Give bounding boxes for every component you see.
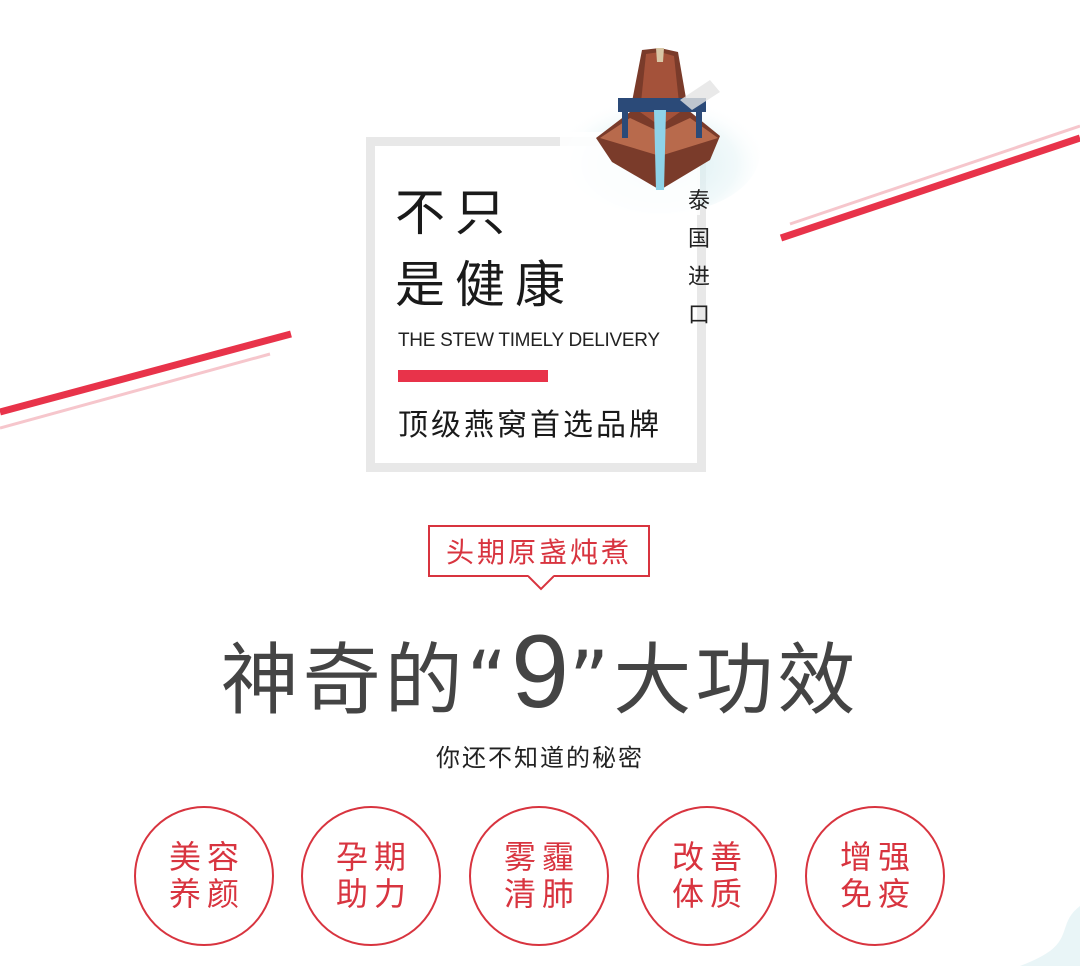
main-title-suffix: ”大功效: [568, 636, 860, 726]
benefit-circle: 美容 养颜: [134, 806, 274, 946]
benefit-line-2: 清肺: [503, 875, 580, 913]
left-pink-stripe: [0, 352, 271, 430]
left-red-stripe: [0, 330, 292, 416]
callout-box: 头期原盏炖煮: [428, 525, 650, 577]
right-red-stripe: [779, 134, 1080, 242]
title-frame: [366, 137, 706, 472]
benefit-line-1: 孕期: [335, 838, 412, 877]
benefit-line-1: 改善: [671, 838, 748, 877]
right-pink-stripe: [789, 124, 1080, 226]
benefit-line-1: 雾霾: [503, 838, 580, 877]
benefit-line-2: 助力: [335, 875, 412, 913]
origin-tag-vertical: 泰国进口: [687, 189, 710, 328]
benefit-list: 美容 养颜 孕期 助力 雾霾 清肺 改善 体质 增强 免疫: [0, 806, 1080, 946]
water-splash-decoration: [1020, 906, 1080, 966]
headline-line-1: 不只: [395, 184, 515, 242]
accent-bar: [398, 370, 548, 382]
benefit-line-2: 养颜: [168, 875, 245, 913]
benefit-circle: 孕期 助力: [301, 806, 441, 946]
benefit-line-2: 体质: [671, 875, 748, 913]
english-subtitle: THE STEW TIMELY DELIVERY: [398, 330, 660, 351]
benefit-circle: 雾霾 清肺: [469, 806, 609, 946]
benefit-circle: 改善 体质: [637, 806, 777, 946]
main-title-number: 9: [511, 614, 569, 730]
benefit-line-1: 美容: [168, 838, 245, 877]
main-title-prefix: 神奇的“: [220, 636, 512, 726]
brand-tagline: 顶级燕窝首选品牌: [398, 408, 662, 443]
longtail-boat-illustration: [560, 48, 760, 215]
benefit-circle: 增强 免疫: [805, 806, 945, 946]
secret-subtitle: 你还不知道的秘密: [436, 744, 644, 772]
benefit-line-2: 免疫: [839, 875, 916, 913]
benefit-line-1: 增强: [839, 838, 916, 877]
speech-tail-icon: [528, 575, 554, 591]
headline-line-2: 是健康: [395, 256, 575, 314]
main-title: 神奇的“9”大功效: [0, 610, 1080, 735]
